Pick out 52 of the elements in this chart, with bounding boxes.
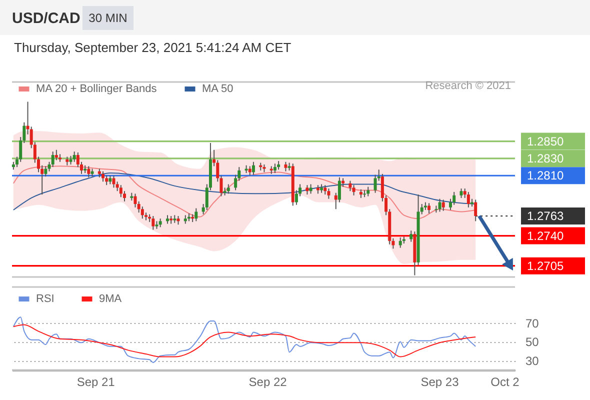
candlestick [366, 186, 370, 197]
candlestick [438, 198, 442, 212]
candlestick [226, 184, 230, 194]
ref-line-label: 1.2740 [527, 228, 564, 243]
candlestick [442, 199, 445, 212]
candlestick [334, 192, 338, 210]
candlestick [428, 202, 431, 214]
text: Oct 2 [490, 375, 520, 389]
line-series [12, 324, 476, 358]
candlestick [119, 184, 122, 198]
candlestick [398, 236, 402, 248]
legend-label: MA 50 [202, 83, 234, 95]
candlestick [112, 175, 116, 188]
line-series [12, 316, 476, 363]
candlestick [352, 184, 356, 196]
text: 30 MIN [88, 11, 128, 25]
ref-line-label: 1.2810 [527, 168, 564, 183]
chart-subtitle: Thursday, September 23, 2021 5:41:24 AM CET [14, 40, 292, 55]
candlestick [348, 180, 352, 192]
candlestick [474, 199, 478, 222]
legend-label: RSI [36, 293, 54, 305]
candlestick [327, 188, 330, 200]
candlestick [105, 175, 108, 186]
candlestick [152, 216, 155, 230]
candlestick [102, 170, 104, 182]
candlestick [306, 184, 309, 196]
candlestick [44, 166, 48, 177]
candlestick [252, 161, 255, 176]
y-tick-label: 50 [526, 335, 540, 350]
ref-line-label: 1.2830 [527, 151, 564, 166]
ref-line-label: 1.2763 [527, 209, 564, 224]
annotation: Research © 2021 [425, 80, 511, 92]
y-tick-label: 30 [526, 354, 540, 368]
ref-line-label: 1.2705 [527, 258, 564, 273]
ref-line-label: 1.2850 [527, 134, 564, 148]
chart-title: USD/CAD [12, 10, 80, 27]
candlestick [324, 184, 327, 196]
candlestick [466, 191, 470, 208]
candlestick [54, 149, 58, 161]
y-tick-label: 70 [526, 316, 540, 330]
candlestick [72, 151, 76, 162]
candlestick [284, 161, 288, 172]
candlestick [273, 163, 276, 174]
candlestick [460, 188, 463, 198]
candlestick [51, 151, 54, 168]
legend-label: 9MA [99, 293, 122, 305]
candlestick [134, 193, 137, 208]
candlestick [309, 184, 312, 194]
candlestick [87, 166, 90, 178]
legend-label: MA 20 + Bollinger Bands [36, 83, 158, 95]
candlestick [194, 208, 198, 222]
candlestick [410, 230, 413, 242]
